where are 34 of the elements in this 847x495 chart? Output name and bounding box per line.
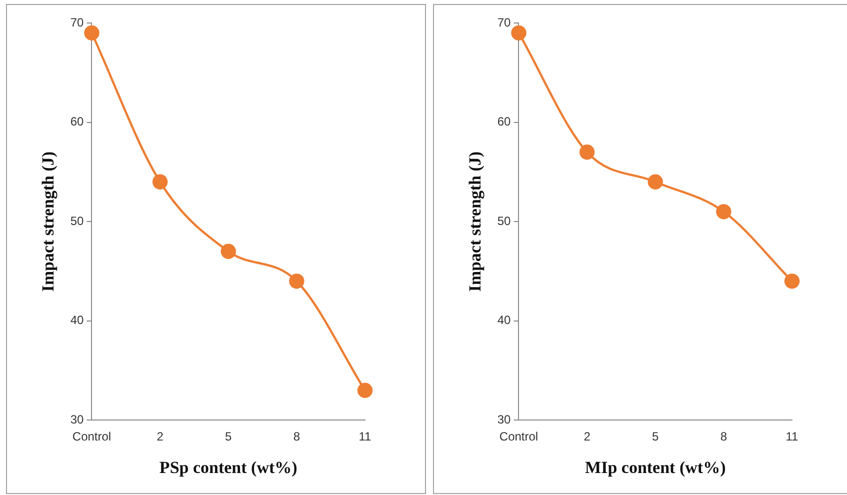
- x-axis-title: PSp content (wt%): [159, 458, 298, 478]
- point: [511, 25, 526, 41]
- point: [289, 274, 304, 289]
- point: [579, 144, 595, 160]
- y-tick-label: 60: [497, 114, 512, 129]
- y-tick-label: 70: [497, 15, 512, 30]
- x-tick-label: Control: [72, 430, 112, 444]
- point: [784, 274, 800, 289]
- y-tick-label: 30: [70, 412, 84, 427]
- x-axis-title: MIp content (wt%): [585, 458, 726, 478]
- point: [220, 244, 236, 259]
- x-tick-label: 2: [584, 430, 591, 444]
- y-tick-label: 50: [497, 214, 512, 228]
- y-tick-label: 60: [70, 114, 84, 129]
- point: [648, 174, 663, 190]
- x-tick-label: 11: [786, 430, 799, 444]
- y-tick-label: 30: [497, 412, 512, 427]
- x-tick-label: 11: [358, 430, 372, 444]
- point: [152, 174, 168, 190]
- y-axis-title: Impact strength (J): [466, 151, 485, 292]
- x-tick-label: 5: [225, 430, 232, 444]
- y-tick-label: 50: [70, 214, 84, 228]
- point: [716, 204, 732, 220]
- x-tick-label: 2: [156, 430, 164, 444]
- point: [357, 382, 373, 398]
- y-tick-label: 70: [70, 15, 84, 30]
- point: [84, 25, 100, 41]
- y-tick-label: 40: [70, 313, 84, 328]
- x-tick-label: Control: [499, 430, 538, 444]
- x-tick-label: 5: [652, 430, 660, 444]
- y-tick-label: 40: [497, 313, 512, 328]
- x-tick-label: 8: [293, 430, 300, 444]
- y-axis-title: Impact strength (J): [38, 151, 58, 292]
- x-tick-label: 8: [720, 430, 728, 444]
